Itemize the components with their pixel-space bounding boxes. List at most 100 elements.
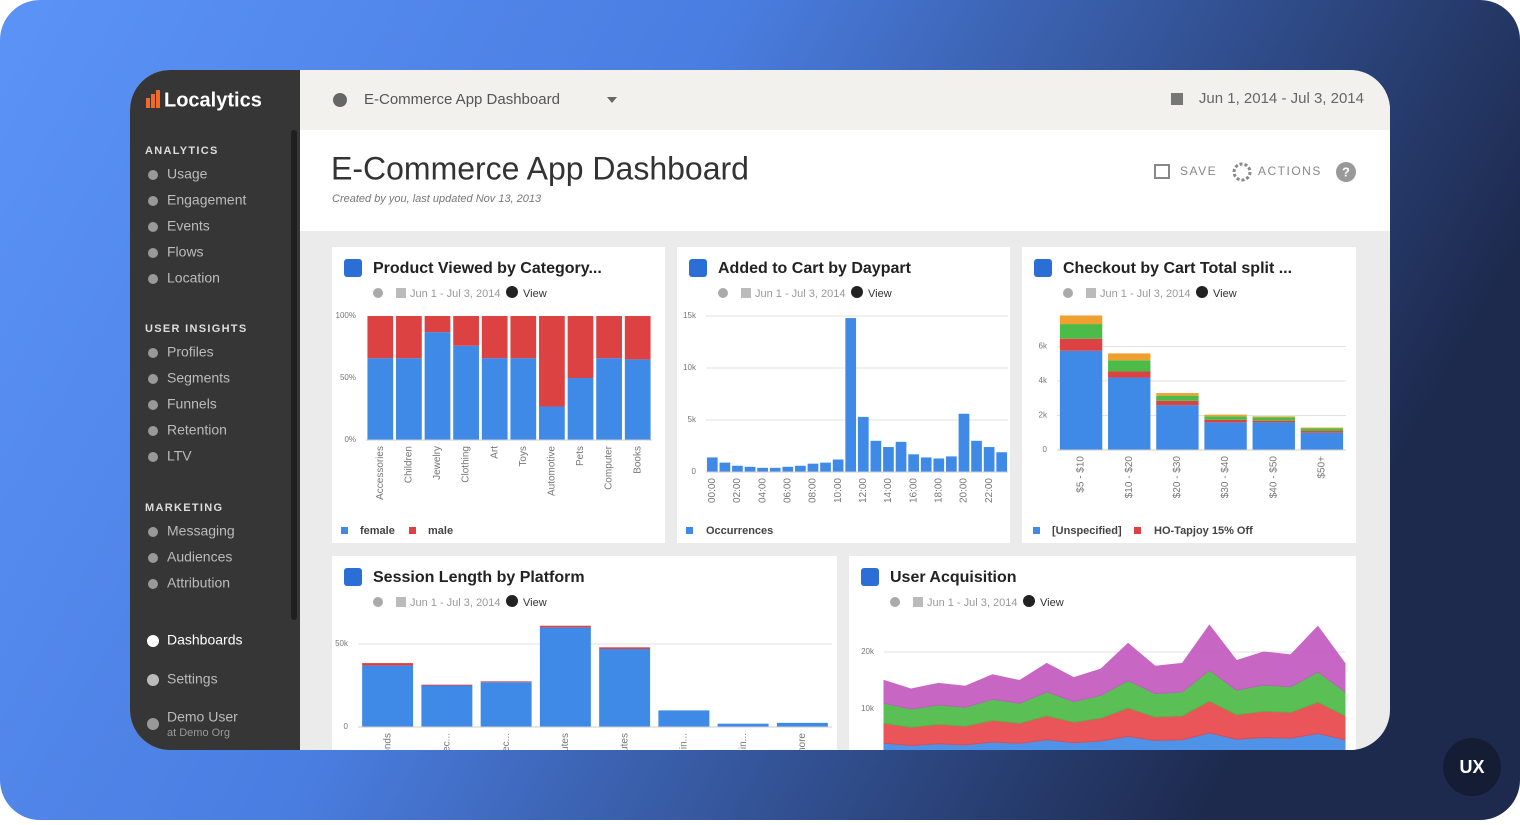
bar-segment — [1108, 371, 1151, 378]
bar-segment — [480, 682, 532, 727]
card-icon — [344, 259, 362, 277]
card-icon — [344, 568, 362, 586]
view-icon[interactable] — [1196, 286, 1208, 298]
x-tick-label: ec... — [501, 733, 512, 752]
legend-label[interactable]: male — [428, 525, 453, 537]
bar-segment — [567, 378, 594, 440]
bar-segment — [1059, 338, 1103, 351]
bar-segment — [1252, 417, 1295, 421]
brand[interactable]: Localytics — [164, 89, 262, 111]
view-link[interactable]: View — [868, 288, 892, 300]
save-icon — [1154, 164, 1170, 179]
view-icon[interactable] — [506, 286, 518, 298]
view-link[interactable]: View — [523, 288, 547, 300]
nav-item[interactable]: Dashboards — [167, 632, 243, 648]
card-date: Jun 1 - Jul 3, 2014 — [410, 288, 501, 300]
legend-label[interactable]: HO-Tapjoy 15% Off — [1154, 525, 1253, 537]
nav-item[interactable]: Settings — [167, 671, 218, 687]
bar-segment — [1204, 416, 1247, 420]
nav-item[interactable]: Flows — [167, 244, 204, 260]
legend-label[interactable]: female — [360, 525, 395, 537]
y-tick-label: 15k — [683, 311, 697, 320]
bar-segment — [782, 466, 794, 472]
bar-segment — [1300, 427, 1344, 429]
y-tick-label: 100% — [336, 311, 356, 320]
nav-item[interactable]: Attribution — [167, 575, 230, 591]
info-icon — [718, 288, 728, 298]
nav-item[interactable]: Events — [167, 218, 210, 234]
x-tick-label: in... — [738, 733, 749, 749]
bar-segment — [769, 467, 781, 472]
legend-label[interactable]: [Unspecified] — [1052, 525, 1122, 537]
y-tick-label: 0 — [1043, 445, 1048, 454]
bar-segment — [481, 316, 508, 359]
bar-segment — [1108, 360, 1151, 372]
x-tick-label: 08:00 — [808, 478, 819, 503]
info-icon — [373, 288, 383, 298]
bar-segment — [1204, 414, 1247, 417]
card-icon — [861, 568, 879, 586]
bar-segment — [539, 627, 591, 727]
view-icon[interactable] — [506, 595, 518, 607]
bar-segment — [539, 316, 565, 407]
nav-item[interactable]: Engagement — [167, 192, 247, 208]
gear-icon — [1232, 162, 1252, 182]
bar-segment — [421, 685, 473, 727]
bar-segment — [424, 332, 451, 440]
x-tick-label: 00:00 — [707, 478, 718, 503]
bar-segment — [1108, 353, 1151, 361]
nav-item[interactable]: Audiences — [167, 549, 232, 565]
y-tick-label: 50k — [335, 639, 349, 648]
nav-item[interactable]: LTV — [167, 448, 192, 464]
save-button[interactable]: SAVE — [1180, 164, 1217, 178]
help-icon[interactable] — [1336, 162, 1356, 182]
x-tick-label: Pets — [575, 446, 586, 466]
bar-segment — [971, 440, 982, 472]
view-icon[interactable] — [851, 286, 863, 298]
help-label[interactable]: ? — [1342, 164, 1350, 179]
y-tick-label: 2k — [1039, 411, 1048, 420]
nav-item[interactable]: Profiles — [167, 344, 214, 360]
nav-icon — [148, 374, 158, 384]
nav-icon — [148, 553, 158, 563]
legend-label[interactable]: Occurrences — [706, 525, 773, 537]
card-date: Jun 1 - Jul 3, 2014 — [755, 288, 846, 300]
dropdown-arrow[interactable] — [607, 97, 617, 103]
nav-icon — [147, 674, 159, 686]
x-tick-label: Clothing — [461, 446, 472, 483]
x-tick-label: 18:00 — [933, 478, 944, 503]
bar-segment — [599, 648, 651, 727]
nav-item[interactable]: Location — [167, 270, 220, 286]
y-tick-label: 50% — [340, 373, 356, 382]
calendar-icon — [1086, 288, 1096, 298]
date-range[interactable]: Jun 1, 2014 - Jul 3, 2014 — [1199, 90, 1364, 107]
bar-segment — [362, 665, 414, 727]
view-link[interactable]: View — [523, 597, 547, 609]
legend-swatch — [341, 527, 348, 534]
bar-segment — [857, 416, 869, 472]
nav-icon — [148, 248, 158, 258]
x-tick-label: 10:00 — [833, 478, 844, 503]
user-name[interactable]: Demo User — [167, 709, 238, 725]
view-icon[interactable] — [1023, 595, 1035, 607]
nav-icon — [148, 400, 158, 410]
x-tick-label: Books — [632, 446, 643, 474]
dashboard-select[interactable]: E-Commerce App Dashboard — [364, 91, 560, 108]
nav-item[interactable]: Usage — [167, 166, 208, 182]
x-tick-label: Accessories — [375, 446, 386, 500]
x-tick-label: Children — [404, 446, 415, 483]
nav-item[interactable]: Messaging — [167, 523, 235, 539]
x-tick-label: in... — [679, 733, 690, 749]
bar-segment — [539, 406, 565, 440]
bar-segment — [795, 465, 806, 472]
view-link[interactable]: View — [1213, 288, 1237, 300]
nav-item[interactable]: Segments — [167, 370, 230, 386]
bar-segment — [996, 452, 1008, 472]
x-tick-label: 16:00 — [908, 478, 919, 503]
nav-item[interactable]: Funnels — [167, 396, 217, 412]
nav-item[interactable]: Retention — [167, 422, 227, 438]
actions-button[interactable]: ACTIONS — [1258, 164, 1322, 178]
bar-segment — [596, 358, 622, 440]
view-link[interactable]: View — [1040, 597, 1064, 609]
